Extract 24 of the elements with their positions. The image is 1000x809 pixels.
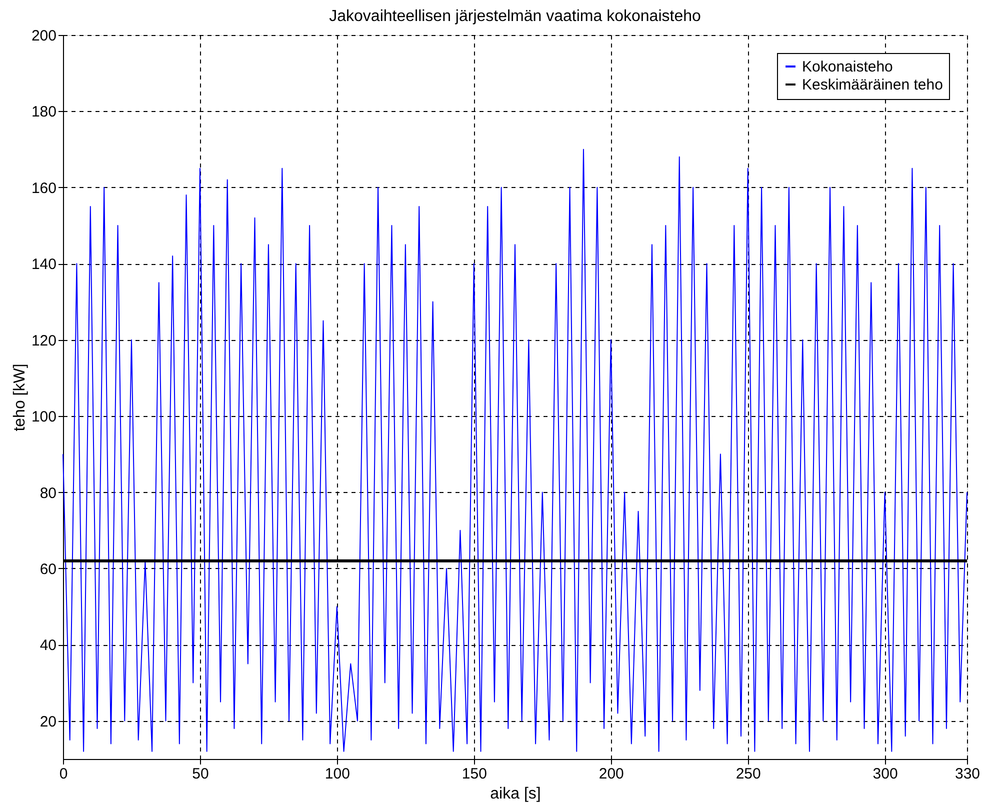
x-tick-label: 200 (598, 766, 624, 782)
x-tick-label: 0 (59, 766, 68, 782)
y-tick-label: 120 (31, 332, 56, 350)
x-axis-title: aika [s] (490, 786, 541, 802)
y-tick-label: 100 (31, 408, 56, 426)
y-tick-label: 20 (40, 713, 56, 730)
y-tick-label: 180 (31, 104, 56, 121)
y-tick-label: 140 (31, 256, 56, 274)
y-tick-label: 80 (40, 484, 56, 502)
x-tick-label: 50 (192, 766, 209, 782)
y-tick-label: 60 (40, 560, 56, 578)
line-series (62, 148, 968, 752)
chart-title: Jakovaihteellisen järjestelmän vaatima kokonaisteho (329, 8, 701, 25)
x-tick-label: 300 (872, 766, 898, 782)
x-tick-label: 100 (324, 766, 350, 782)
y-tick-label: 160 (31, 180, 56, 197)
x-tick-label: 150 (462, 766, 487, 782)
y-tick-label: 40 (40, 637, 56, 654)
y-axis-title: teho [kW] (11, 364, 28, 432)
x-tick-label: 330 (954, 766, 980, 782)
legend-label: Keskimääräinen teho (802, 76, 943, 94)
x-tick-label: 250 (736, 766, 761, 782)
legend-label: Kokonaisteho (802, 58, 893, 76)
y-tick-label: 200 (31, 28, 56, 44)
